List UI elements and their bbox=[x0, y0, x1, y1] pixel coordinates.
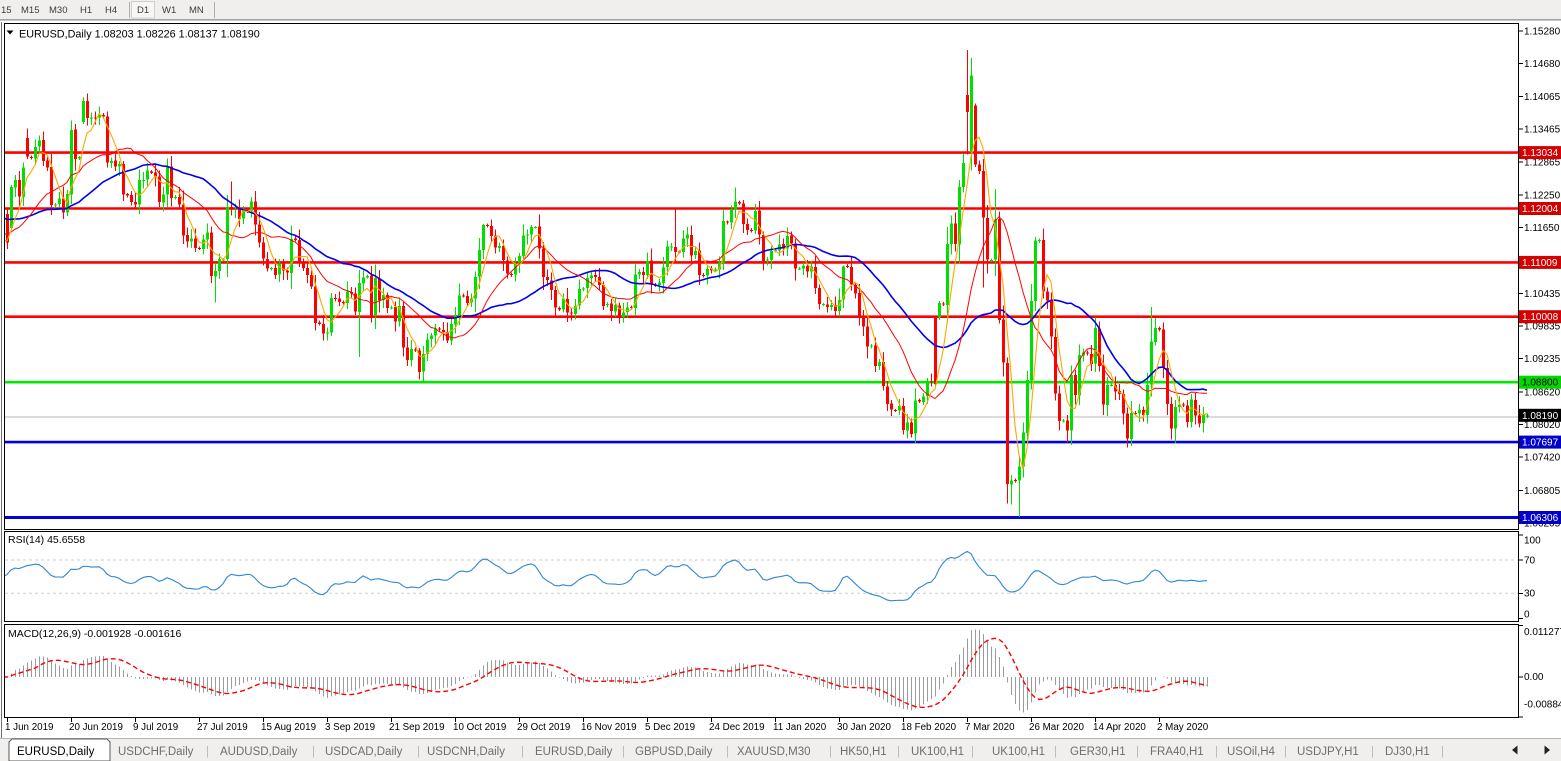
svg-text:H1: H1 bbox=[80, 5, 92, 16]
svg-text:29 Oct 2019: 29 Oct 2019 bbox=[517, 722, 570, 733]
svg-text:1.09835: 1.09835 bbox=[1524, 322, 1561, 333]
svg-text:RSI(14) 45.6558: RSI(14) 45.6558 bbox=[8, 534, 85, 546]
svg-text:AUDUSD,Daily: AUDUSD,Daily bbox=[220, 746, 298, 758]
svg-text:FRA40,H1: FRA40,H1 bbox=[1150, 746, 1204, 758]
svg-text:GBPUSD,Daily: GBPUSD,Daily bbox=[635, 746, 713, 758]
svg-text:16 Nov 2019: 16 Nov 2019 bbox=[581, 722, 637, 733]
svg-text:9 Jul 2019: 9 Jul 2019 bbox=[133, 722, 178, 733]
svg-text:|: | bbox=[1284, 746, 1287, 758]
svg-text:1.11650: 1.11650 bbox=[1524, 223, 1560, 234]
svg-text:UK100,H1: UK100,H1 bbox=[911, 746, 964, 758]
svg-text:|: | bbox=[829, 746, 832, 758]
svg-text:USDJPY,H1: USDJPY,H1 bbox=[1297, 746, 1359, 758]
svg-text:1.08190: 1.08190 bbox=[1522, 411, 1559, 422]
svg-text:XAUUSD,M30: XAUUSD,M30 bbox=[737, 746, 811, 758]
svg-text:|: | bbox=[971, 746, 974, 758]
svg-text:1 Jun 2019: 1 Jun 2019 bbox=[5, 722, 53, 733]
svg-text:W1: W1 bbox=[162, 5, 176, 16]
svg-text:EURUSD,Daily: EURUSD,Daily bbox=[17, 746, 95, 758]
svg-text:1.06306: 1.06306 bbox=[1522, 513, 1559, 524]
svg-text:15: 15 bbox=[1, 5, 12, 16]
svg-text:1.13034: 1.13034 bbox=[1522, 148, 1559, 159]
svg-text:USOil,H4: USOil,H4 bbox=[1227, 746, 1276, 758]
svg-text:30 Jan 2020: 30 Jan 2020 bbox=[837, 722, 891, 733]
svg-text:1.12004: 1.12004 bbox=[1522, 204, 1559, 215]
svg-text:15 Aug 2019: 15 Aug 2019 bbox=[261, 722, 316, 733]
svg-text:30: 30 bbox=[1524, 589, 1536, 600]
svg-text:1.07697: 1.07697 bbox=[1522, 438, 1559, 449]
svg-text:HK50,H1: HK50,H1 bbox=[840, 746, 887, 758]
svg-text:26 Mar 2020: 26 Mar 2020 bbox=[1029, 722, 1085, 733]
svg-text:20 Jun 2019: 20 Jun 2019 bbox=[69, 722, 123, 733]
svg-text:1.11009: 1.11009 bbox=[1522, 258, 1558, 269]
svg-text:DJ30,H1: DJ30,H1 bbox=[1385, 746, 1430, 758]
svg-text:24 Dec 2019: 24 Dec 2019 bbox=[709, 722, 765, 733]
svg-text:|: | bbox=[1371, 746, 1374, 758]
svg-text:|: | bbox=[1054, 746, 1057, 758]
svg-text:EURUSD,Daily 1.08203 1.08226: EURUSD,Daily 1.08203 1.08226 1.08137 1.0… bbox=[19, 29, 260, 41]
svg-text:2 May 2020: 2 May 2020 bbox=[1157, 722, 1209, 733]
svg-text:USDCNH,Daily: USDCNH,Daily bbox=[427, 746, 505, 758]
svg-text:70: 70 bbox=[1524, 556, 1536, 567]
svg-text:|: | bbox=[622, 746, 625, 758]
svg-text:14 Apr 2020: 14 Apr 2020 bbox=[1093, 722, 1146, 733]
svg-text:H4: H4 bbox=[105, 5, 117, 16]
svg-text:0.011277: 0.011277 bbox=[1524, 627, 1561, 638]
svg-text:1.08020: 1.08020 bbox=[1524, 420, 1561, 431]
svg-text:MACD(12,26,9) -0.001928 -0.001: MACD(12,26,9) -0.001928 -0.001616 bbox=[8, 628, 182, 640]
svg-text:0: 0 bbox=[1524, 610, 1530, 621]
svg-text:1.10435: 1.10435 bbox=[1524, 289, 1561, 300]
svg-text:1.12865: 1.12865 bbox=[1524, 157, 1561, 168]
svg-text:USDCAD,Daily: USDCAD,Daily bbox=[325, 746, 403, 758]
svg-text:1.13465: 1.13465 bbox=[1524, 125, 1561, 136]
svg-text:|: | bbox=[417, 746, 420, 758]
svg-text:|: | bbox=[726, 746, 729, 758]
svg-text:1.15280: 1.15280 bbox=[1524, 26, 1561, 37]
svg-text:1.14065: 1.14065 bbox=[1524, 92, 1561, 103]
svg-text:MN: MN bbox=[189, 5, 204, 16]
svg-text:1.09235: 1.09235 bbox=[1524, 354, 1561, 365]
svg-text:1.12250: 1.12250 bbox=[1524, 191, 1561, 202]
svg-text:18 Feb 2020: 18 Feb 2020 bbox=[901, 722, 957, 733]
svg-text:GER30,H1: GER30,H1 bbox=[1070, 746, 1126, 758]
svg-text:UK100,H1: UK100,H1 bbox=[992, 746, 1045, 758]
svg-text:-0.008845: -0.008845 bbox=[1524, 700, 1561, 711]
svg-text:1.06805: 1.06805 bbox=[1524, 486, 1561, 497]
svg-text:USDCHF,Daily: USDCHF,Daily bbox=[118, 746, 194, 758]
svg-text:EURUSD,Daily: EURUSD,Daily bbox=[535, 746, 613, 758]
svg-text:|: | bbox=[1215, 746, 1218, 758]
svg-text:D1: D1 bbox=[137, 5, 149, 16]
svg-text:27 Jul 2019: 27 Jul 2019 bbox=[197, 722, 248, 733]
svg-text:100: 100 bbox=[1524, 536, 1541, 547]
svg-text:1.10008: 1.10008 bbox=[1522, 312, 1559, 323]
svg-text:|: | bbox=[897, 746, 900, 758]
svg-text:M30: M30 bbox=[49, 5, 67, 16]
svg-text:M15: M15 bbox=[21, 5, 39, 16]
svg-text:|: | bbox=[521, 746, 524, 758]
svg-text:0.00: 0.00 bbox=[1524, 672, 1544, 683]
svg-text:3 Sep 2019: 3 Sep 2019 bbox=[325, 722, 375, 733]
svg-text:7 Mar 2020: 7 Mar 2020 bbox=[965, 722, 1015, 733]
svg-text:11 Jan 2020: 11 Jan 2020 bbox=[773, 722, 827, 733]
svg-text:|: | bbox=[206, 746, 209, 758]
svg-text:|: | bbox=[312, 746, 315, 758]
svg-text:1.08620: 1.08620 bbox=[1524, 388, 1561, 399]
svg-text:|: | bbox=[1136, 746, 1139, 758]
svg-text:21 Sep 2019: 21 Sep 2019 bbox=[389, 722, 445, 733]
svg-text:1.08800: 1.08800 bbox=[1522, 378, 1559, 389]
svg-text:1.14680: 1.14680 bbox=[1524, 59, 1561, 70]
svg-text:|: | bbox=[1441, 746, 1444, 758]
svg-text:5 Dec 2019: 5 Dec 2019 bbox=[645, 722, 695, 733]
svg-text:10 Oct 2019: 10 Oct 2019 bbox=[453, 722, 506, 733]
svg-text:1.07420: 1.07420 bbox=[1524, 453, 1561, 464]
